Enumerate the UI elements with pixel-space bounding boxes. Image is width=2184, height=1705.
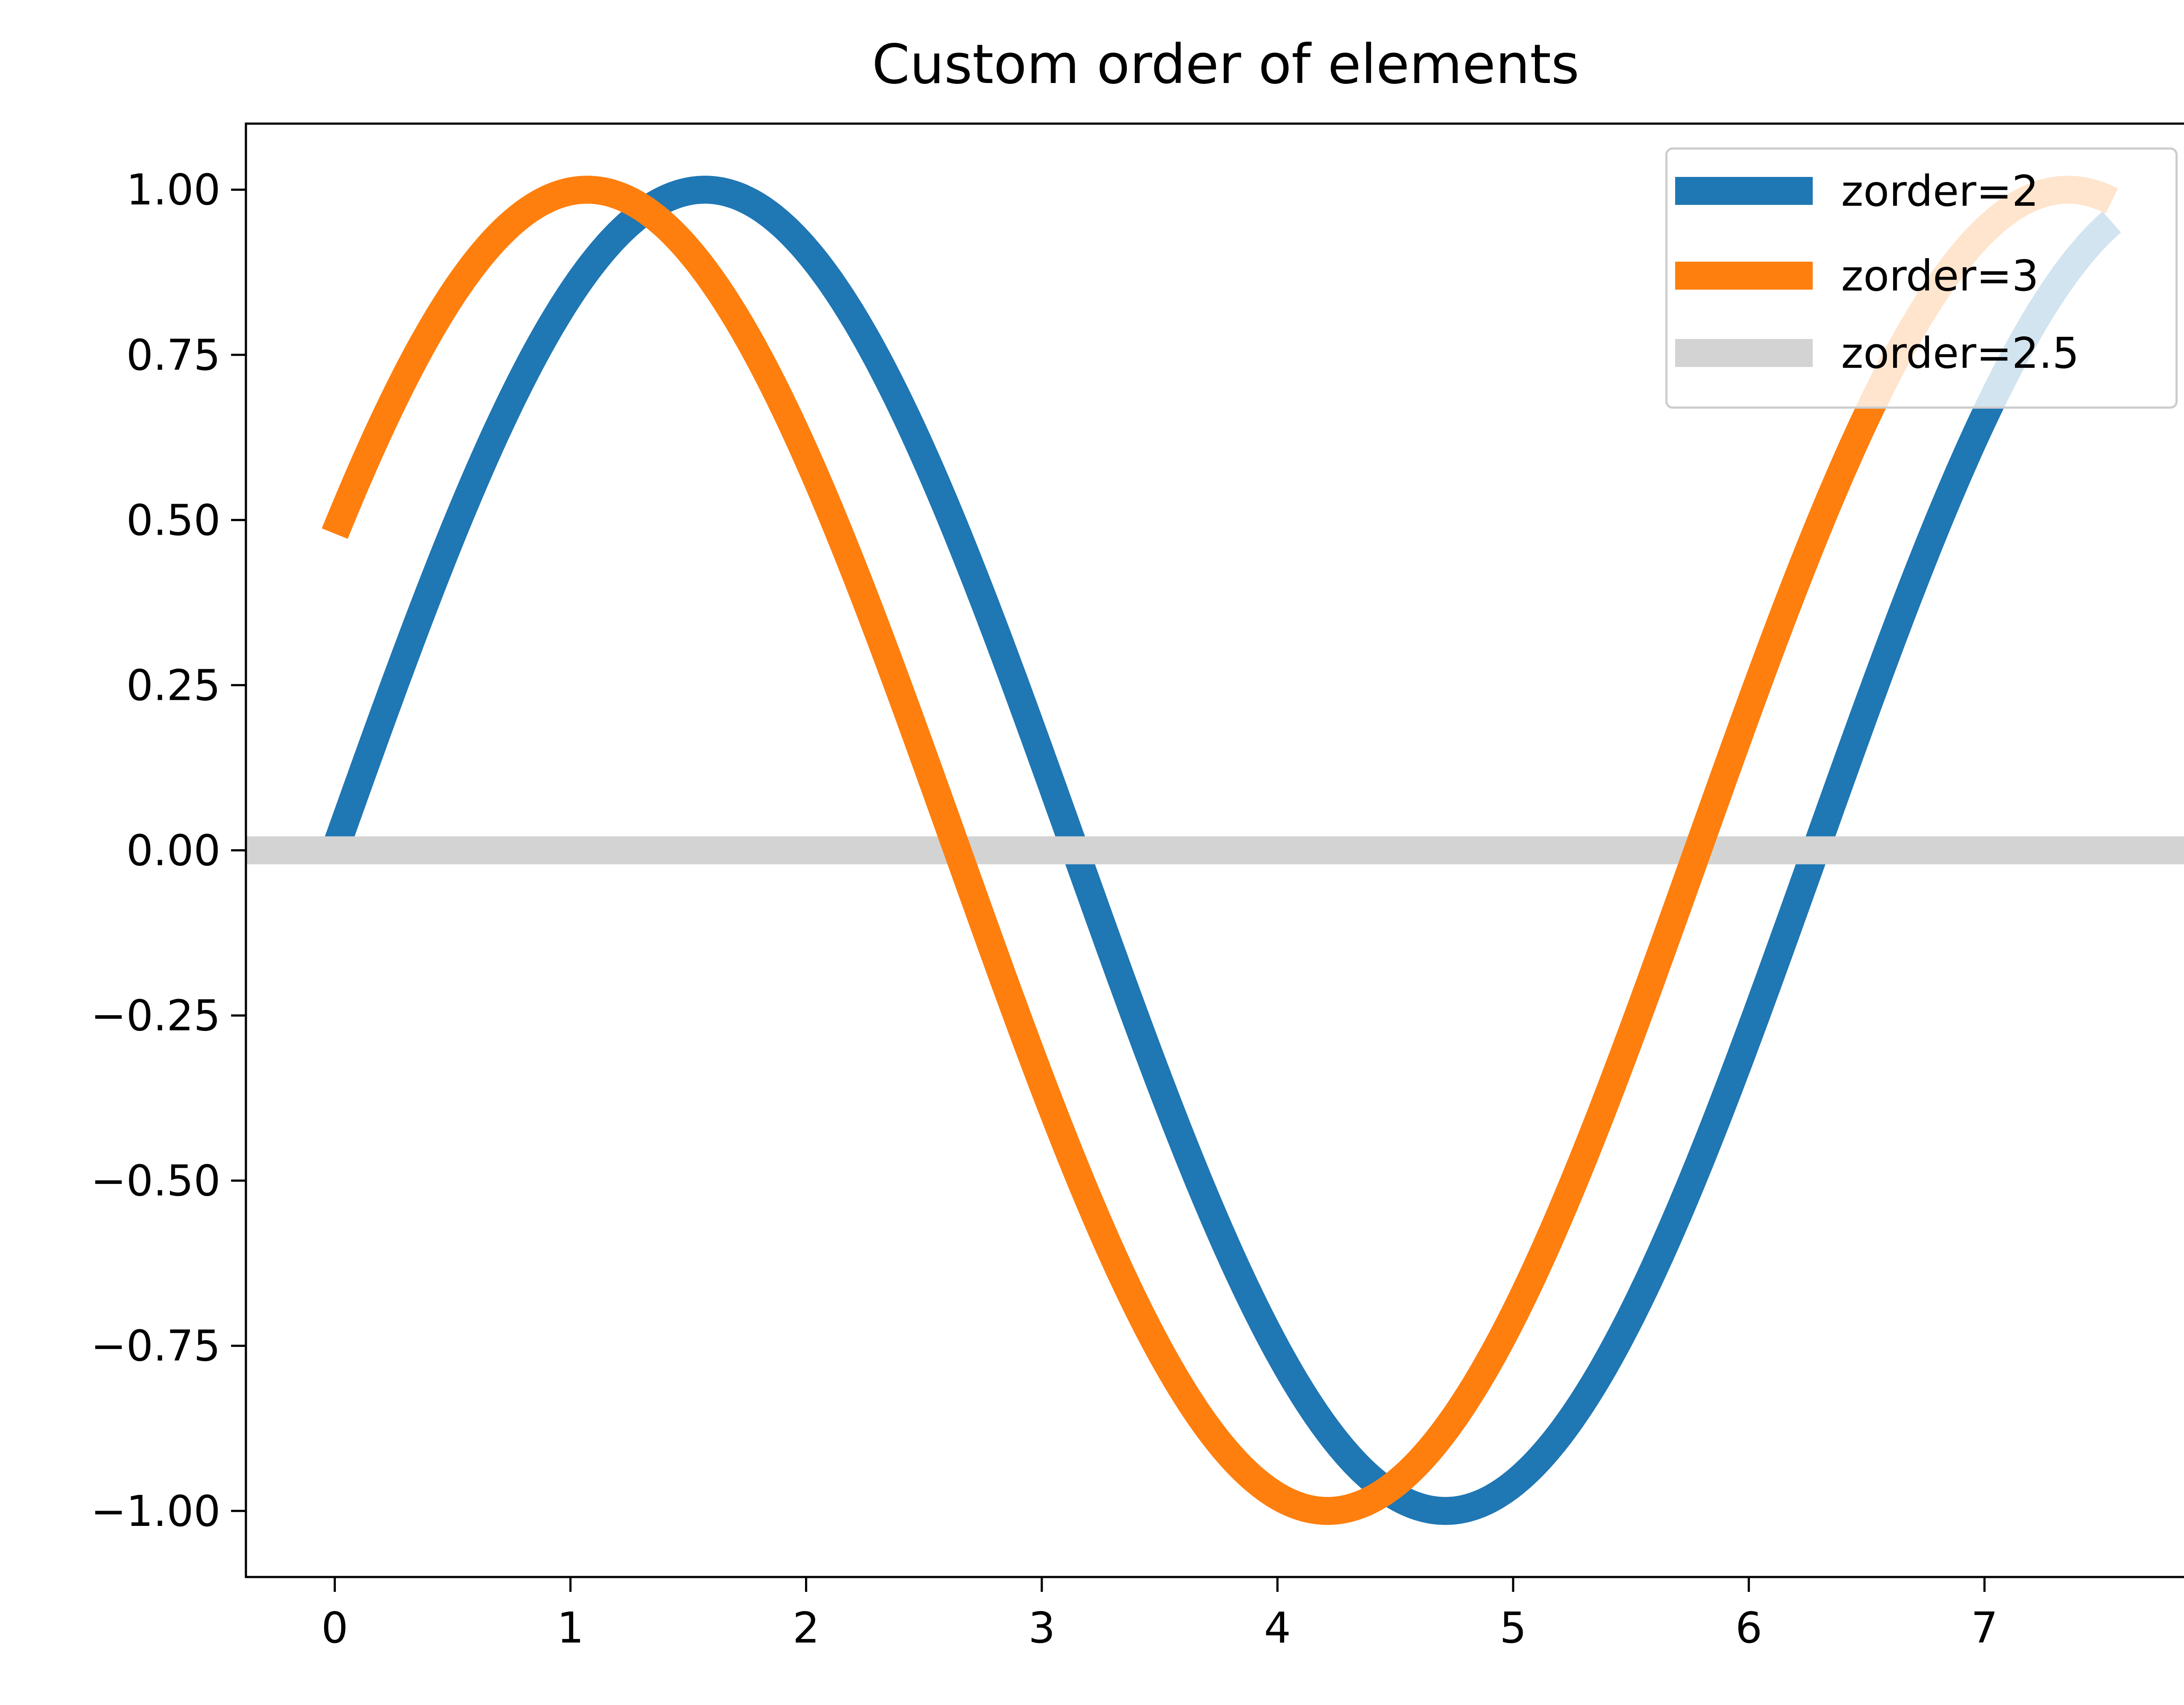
y-tick-label: −0.75 xyxy=(91,1321,221,1371)
y-tick-label: 0.50 xyxy=(126,495,221,545)
x-tick-label: 3 xyxy=(1028,1603,1055,1653)
y-tick-label: 0.75 xyxy=(126,330,221,380)
x-tick-label: 1 xyxy=(557,1603,584,1653)
y-tick-label: 0.25 xyxy=(126,661,221,710)
x-tick-label: 0 xyxy=(321,1603,349,1653)
legend-label: zorder=2 xyxy=(1841,166,2039,216)
y-tick-label: 0.00 xyxy=(126,826,221,875)
series-layer xyxy=(246,176,2184,1525)
x-tick-label: 7 xyxy=(1971,1603,1998,1653)
y-tick-label: −1.00 xyxy=(91,1487,221,1536)
y-tick-label: −0.50 xyxy=(91,1156,221,1206)
legend: zorder=2 zorder=3 zorder=2.5 xyxy=(1665,147,2178,409)
x-tick-label: 2 xyxy=(793,1603,820,1653)
x-tick-label: 4 xyxy=(1264,1603,1291,1653)
x-tick-label: 5 xyxy=(1500,1603,1527,1653)
legend-label: zorder=3 xyxy=(1841,251,2039,301)
y-tick-label: 1.00 xyxy=(126,165,221,214)
y-tick-label: −0.25 xyxy=(91,991,221,1041)
chart-title: Custom order of elements xyxy=(872,33,1579,96)
x-axis: 0 1 2 3 4 5 6 7 xyxy=(321,1577,1998,1653)
series-line-zorder-3 xyxy=(321,176,2122,1525)
y-axis: 1.00 0.75 0.50 0.25 0.00 −0.25 −0.50 −0.75 −1.00 xyxy=(91,165,246,1536)
x-tick-label: 6 xyxy=(1735,1603,1762,1653)
legend-label: zorder=2.5 xyxy=(1841,329,2079,378)
plot-frame xyxy=(245,122,2184,1578)
